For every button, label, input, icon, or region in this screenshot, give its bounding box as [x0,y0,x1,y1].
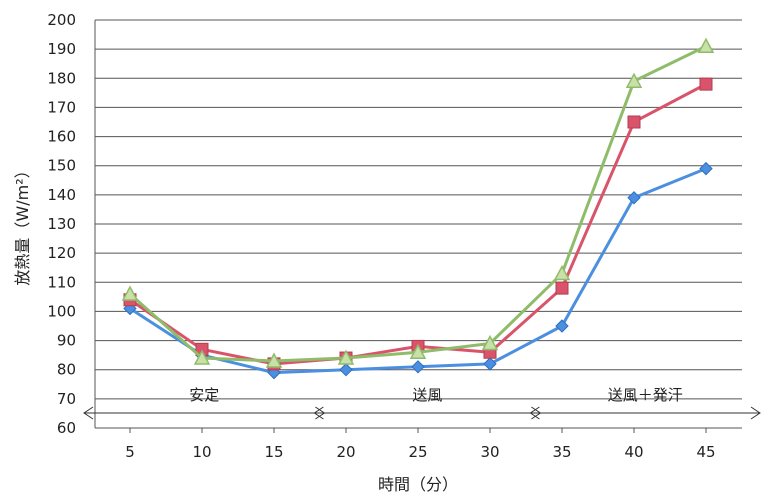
data-point [553,264,571,281]
phase-arrow: 送風＋発汗 [529,386,761,420]
y-tick-label: 60 [57,419,76,437]
data-point [481,334,499,351]
x-tick-label: 40 [624,443,643,461]
data-point [121,285,139,301]
phase-label: 送風 [412,386,442,404]
y-axis-title: 放熱量（W/m²） [13,162,32,285]
x-tick-label: 5 [125,443,135,461]
y-tick-labels: 60 70 80 90 100 110 120 130 140 150 160 170 180 190 20… [47,11,76,437]
y-tick-label: 70 [57,390,76,408]
y-tick-label: 110 [47,273,76,291]
x-tick-label: 20 [336,443,355,461]
phase-arrow-left-head [83,406,94,420]
x-tick-labels: 5 10 15 20 25 30 35 40 45 [125,443,715,461]
x-tick-label: 35 [552,443,571,461]
y-tick-label: 100 [47,302,76,320]
phase-label: 送風＋発汗 [608,386,683,404]
x-tick-label: 15 [264,443,283,461]
data-point [193,349,211,365]
data-point [411,360,425,374]
data-point [627,191,641,205]
data-point [409,343,427,359]
phase-arrow-right-head [750,406,761,420]
phase-arrow-left-head [529,406,540,420]
y-tick-label: 140 [47,186,76,204]
series-line [129,44,707,363]
data-point [697,37,715,53]
phase-label: 安定 [189,386,219,404]
y-tick-label: 80 [57,361,76,379]
y-tick-label: 120 [47,244,76,262]
x-axis-title: 時間（分） [378,475,458,494]
data-point [265,352,283,368]
data-point [337,349,355,365]
x-tick-label: 25 [408,443,427,461]
phase-arrow: 送風 [313,386,542,420]
y-tick-label: 200 [47,11,76,29]
x-tick-label: 30 [480,443,499,461]
y-tick-label: 150 [47,157,76,175]
y-tick-label: 170 [47,98,76,116]
data-point [699,161,713,176]
y-tick-label: 190 [47,40,76,58]
phase-annotations: 安定 送風 送風＋発汗 [83,386,761,420]
data-series [121,37,715,380]
phase-arrow: 安定 [83,386,326,420]
data-point [555,281,569,295]
x-tick-label: 45 [696,443,715,461]
data-point [699,77,713,91]
x-tick-label: 10 [192,443,211,461]
y-tick-label: 160 [47,128,76,146]
y-tick-label: 90 [57,332,76,350]
data-point [483,357,497,371]
data-point [555,319,569,333]
data-point [625,72,643,88]
data-point [339,363,353,377]
y-tick-label: 180 [47,69,76,87]
data-point [627,115,641,129]
y-tick-label: 130 [47,215,76,233]
phase-arrow-left-head [313,406,324,420]
series-3 [121,37,715,368]
